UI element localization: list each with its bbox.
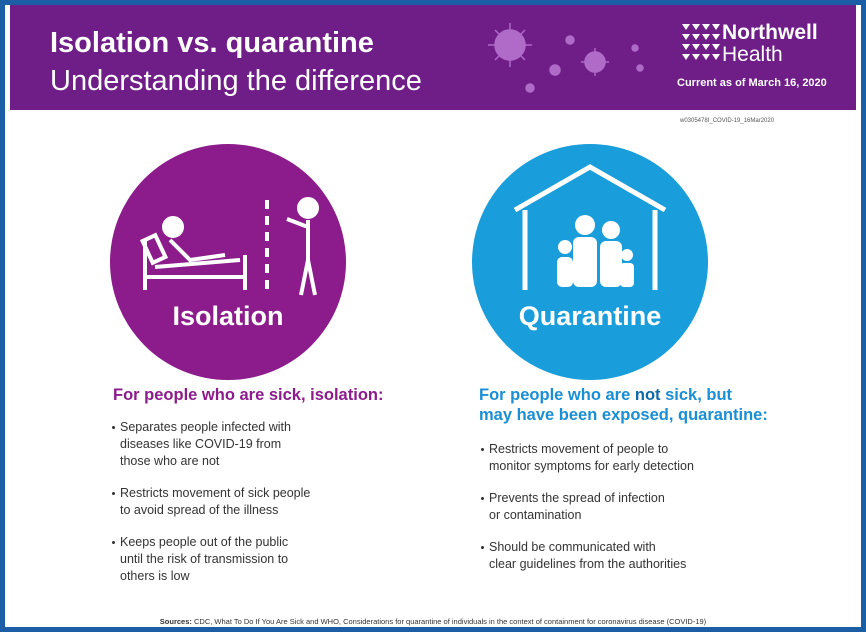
bullet-line: Prevents the spread of infection <box>489 491 665 505</box>
brand-name: Northwell <box>722 21 818 44</box>
heading-text: For people who are <box>479 386 635 404</box>
subtitle: Understanding the difference <box>50 65 422 97</box>
header-decoration <box>488 23 720 93</box>
bullet-line: to avoid spread of the illness <box>120 503 279 517</box>
bullet-item: Restricts movement of sick people to avoi… <box>111 485 310 519</box>
sources: Sources: CDC, What To Do If You Are Sick… <box>5 617 861 626</box>
bullet-line: Restricts movement of people to <box>489 442 669 456</box>
brand-name: Health <box>722 43 783 66</box>
circle-icons <box>110 144 708 380</box>
section-heading: For people who are sick, isolation: <box>113 386 384 404</box>
bullet-line: Separates people infected with <box>120 420 291 434</box>
sources-text: CDC, What To Do If You Are Sick and WHO,… <box>191 617 707 626</box>
document-code: w0305478I_COVID-19_16Mar2020 <box>680 118 775 124</box>
bullet-line: Keeps people out of the public <box>120 535 289 549</box>
bullet-item: Keeps people out of the public until the … <box>111 534 310 585</box>
header-band <box>10 5 856 110</box>
title: Isolation vs. quarantine <box>50 27 374 59</box>
bullet-item: Restricts movement of people to monitor s… <box>480 441 694 475</box>
bullet-line: until the risk of transmission to <box>120 552 289 566</box>
circle-label: Isolation <box>172 301 284 331</box>
sources-label: Sources: <box>159 617 192 626</box>
bullet-list: Separates people infected with diseases l… <box>111 419 310 600</box>
date: Current as of March 16, 2020 <box>677 77 827 89</box>
heading-text: may have been exposed, quarantine: <box>479 406 768 424</box>
bullet-item: Prevents the spread of infection or conta… <box>480 490 694 524</box>
isolation-icon <box>139 197 319 296</box>
bullet-line: clear guidelines from the authorities <box>489 557 687 571</box>
bullet-line: those who are not <box>120 454 220 468</box>
heading-text: sick, but <box>660 386 733 404</box>
heading-emphasis: not <box>634 386 661 404</box>
bullet-line: diseases like COVID-19 from <box>120 437 282 451</box>
bullet-item: Should be communicated with clear guideli… <box>480 539 694 573</box>
bullet-line: others is low <box>120 569 190 583</box>
bullet-line: monitor symptoms for early detection <box>489 459 694 473</box>
bullet-item: Separates people infected with diseases l… <box>111 419 310 470</box>
section-heading: For people who are not sick, but may hav… <box>479 385 768 425</box>
bullet-line: Should be communicated with <box>489 540 656 554</box>
bullet-line: Restricts movement of sick people <box>120 486 311 500</box>
circle-label: Quarantine <box>518 301 662 331</box>
bullet-line: or contamination <box>489 508 582 522</box>
bullet-list: Restricts movement of people to monitor s… <box>480 441 694 588</box>
quarantine-icon <box>513 164 667 290</box>
